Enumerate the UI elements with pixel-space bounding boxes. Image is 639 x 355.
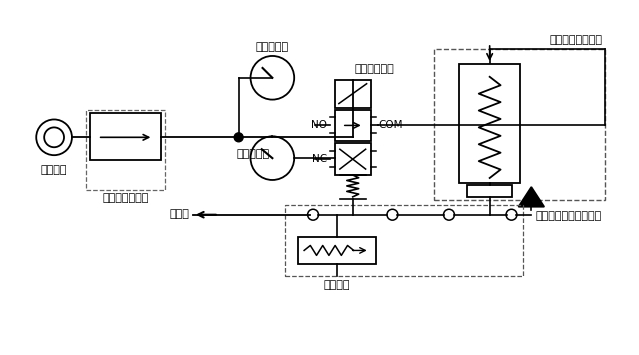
Circle shape <box>387 209 398 220</box>
Text: エアー源: エアー源 <box>41 165 67 175</box>
Bar <box>467 185 512 197</box>
Bar <box>86 110 166 190</box>
Bar <box>90 113 161 160</box>
Bar <box>459 64 520 183</box>
Circle shape <box>307 209 318 220</box>
Text: レギュレーター: レギュレーター <box>102 193 149 203</box>
Circle shape <box>234 133 243 142</box>
Text: NO: NO <box>311 120 327 130</box>
Bar <box>285 205 523 276</box>
Text: 吐出圧力計: 吐出圧力計 <box>236 149 270 159</box>
Circle shape <box>36 120 72 155</box>
Bar <box>335 80 371 108</box>
Text: 解放機構: 解放機構 <box>323 280 350 290</box>
Polygon shape <box>518 187 544 207</box>
Bar <box>335 110 371 141</box>
Bar <box>434 49 604 200</box>
Bar <box>298 236 376 264</box>
Circle shape <box>250 56 294 100</box>
Circle shape <box>250 136 294 180</box>
Text: 吐出口: 吐出口 <box>169 209 189 219</box>
Circle shape <box>506 209 517 220</box>
Circle shape <box>443 209 454 220</box>
Bar <box>335 143 371 175</box>
Text: COM: COM <box>378 120 403 130</box>
Text: NC: NC <box>312 154 327 164</box>
Text: 三方向電磁弁: 三方向電磁弁 <box>355 64 394 74</box>
Text: エアー駆動ポンプ: エアー駆動ポンプ <box>550 35 603 45</box>
Text: サクションフィルター: サクションフィルター <box>535 211 601 221</box>
Text: 空気圧力計: 空気圧力計 <box>256 42 289 52</box>
Circle shape <box>44 127 64 147</box>
